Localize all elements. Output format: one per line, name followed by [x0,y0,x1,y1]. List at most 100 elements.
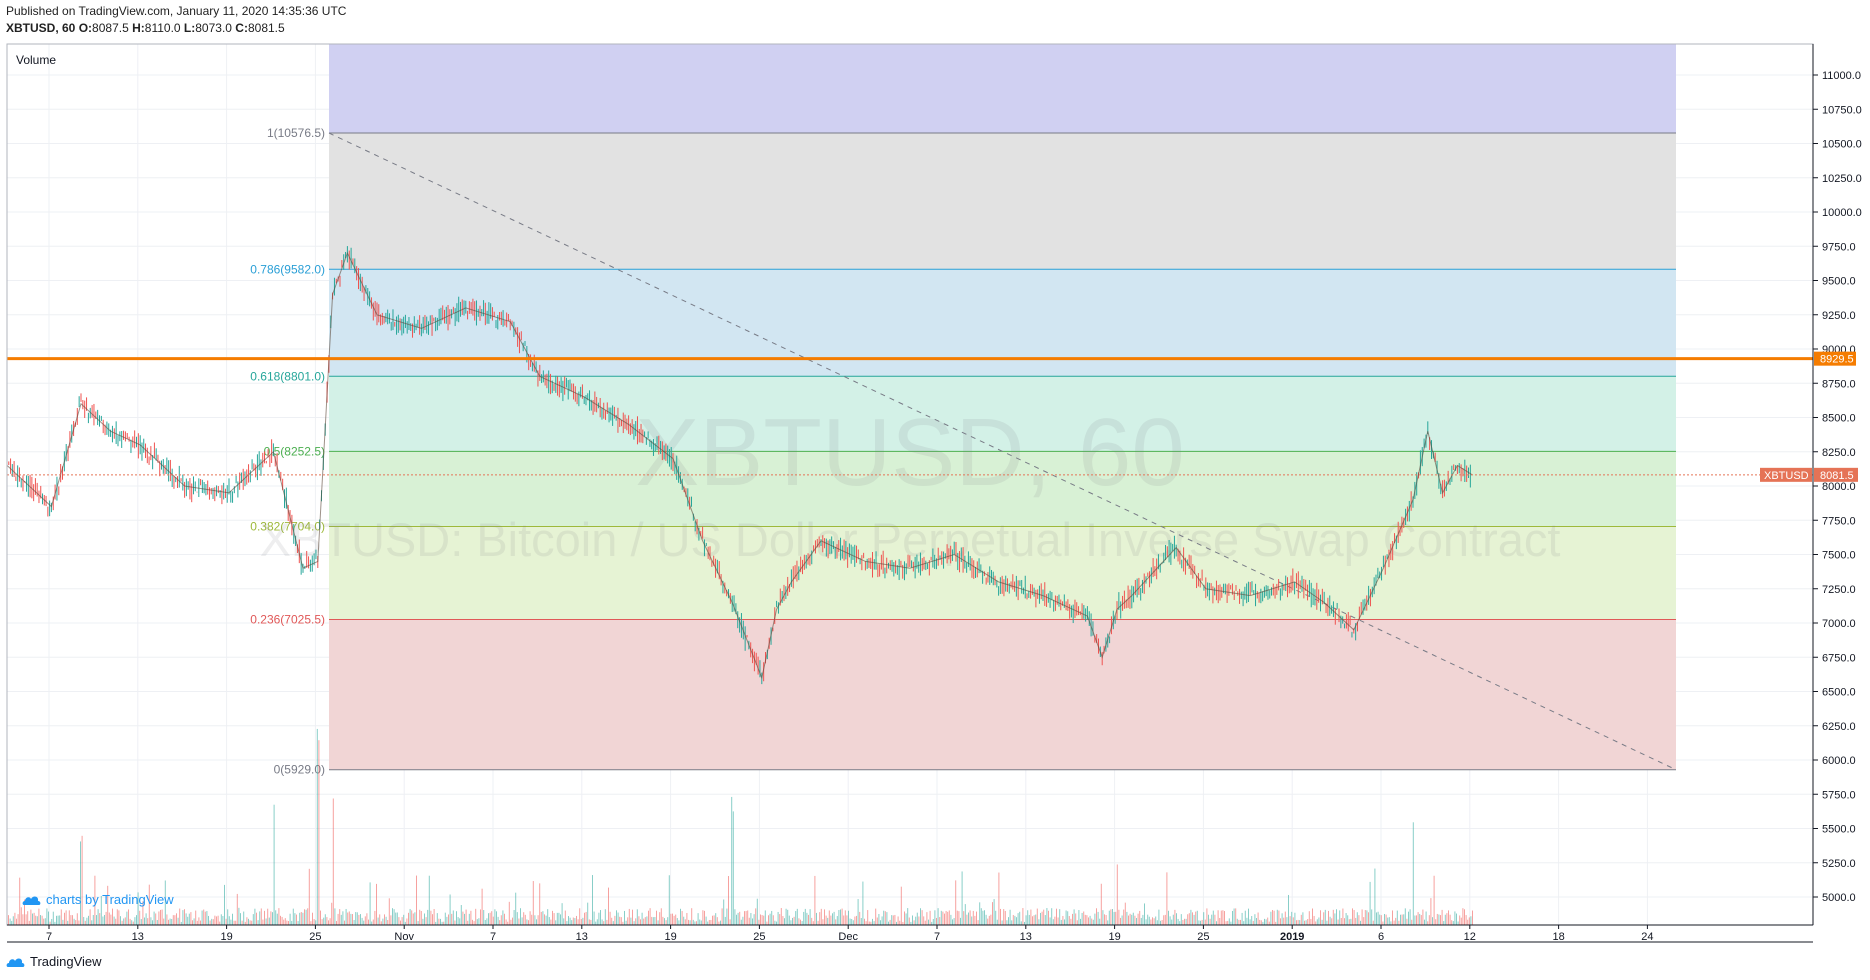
volume-bar [491,911,493,925]
volume-bar [492,916,494,925]
volume-bar [1280,918,1281,925]
volume-bar [891,915,893,925]
x-tick-label: 19 [664,931,676,943]
volume-bar [441,921,443,925]
volume-bar [979,902,981,925]
volume-bar [865,921,867,925]
volume-bar [1177,918,1179,925]
volume-bar [916,912,918,925]
volume-bar [11,920,13,925]
volume-bar [755,908,757,925]
volume-bar [1340,918,1342,925]
volume-bar [585,911,587,925]
volume-bar [1417,912,1419,925]
volume-bar [577,919,579,925]
fib-zone [329,619,1676,770]
volume-bar [33,912,35,925]
volume-bar [1208,914,1209,925]
volume-bar [115,918,117,925]
volume-bar [564,910,566,925]
volume-bar [632,909,633,925]
volume-bar [1332,909,1334,925]
volume-bar [392,908,393,925]
y-tick-label: 6000.0 [1822,755,1856,767]
volume-bar [1035,914,1037,925]
volume-bar [1449,914,1451,925]
volume-bar [793,916,795,925]
time-axis[interactable]: 7 13 19 25 Nov 7 13 19 25 Dec 7 13 19 25 2019 6 12 18 24 [46,925,1654,943]
volume-bar [108,912,110,925]
volume-bar [472,919,473,925]
volume-bar [688,919,689,925]
y-tick-label: 5000.0 [1822,892,1856,904]
volume-bar [800,919,801,925]
volume-bar [54,921,56,925]
volume-bar [724,916,726,925]
low-value: 8073.0 [195,21,232,35]
trend-line[interactable] [328,132,1677,771]
volume-bars [8,728,1473,925]
volume-bar [617,912,619,925]
volume-bar [1393,920,1395,925]
volume-bar [1321,919,1323,925]
volume-bar [94,875,96,925]
volume-bar [132,921,134,925]
volume-bar [1310,918,1312,925]
volume-bar [436,913,438,925]
volume-bar [1068,916,1070,925]
y-tick-label: 9250.0 [1822,310,1856,322]
volume-bar [782,916,784,925]
volume-bar [1256,918,1257,925]
volume-bar [932,918,934,925]
x-tick-label: 2019 [1280,931,1304,943]
volume-bar [990,914,992,925]
volume-bar [1078,910,1080,925]
volume-bar [715,913,717,925]
volume-bar [787,909,789,925]
volume-bar [980,908,982,925]
volume-bar [868,921,870,925]
volume-bar [1171,919,1173,925]
volume-bar [1212,910,1214,925]
price-axis[interactable]: 11000.0 10750.0 10500.0 10250.0 10000.0 9750.… [1760,70,1862,904]
volume-bar [308,868,310,925]
volume-bar [1054,916,1056,925]
volume-bar [944,913,945,925]
volume-bar [1372,920,1374,925]
volume-bar [40,915,41,925]
volume-bar [1152,917,1153,925]
volume-bar [371,921,373,925]
volume-bar [1100,883,1102,925]
low-label: L: [183,21,196,35]
volume-bar [1404,908,1406,925]
volume-bar [676,918,678,925]
charts-by-label: charts by TradingView [46,892,174,907]
volume-bar [428,875,430,925]
volume-bar [443,921,445,925]
volume-bar [190,912,192,925]
volume-bar [624,910,625,925]
volume-bar [92,915,94,925]
volume-bar [964,904,966,925]
charts-by-tradingview[interactable]: charts by TradingView [22,892,174,907]
volume-bar [377,917,379,925]
volume-bar [25,914,27,925]
volume-bar [168,919,169,925]
volume-bar [542,911,544,925]
volume-bar [1360,920,1361,925]
tradingview-footer-logo[interactable]: TradingView [6,954,102,969]
volume-bar [651,916,653,925]
volume-bar [1432,917,1433,925]
volume-bar [1251,916,1253,925]
volume-bar [1260,920,1262,925]
volume-bar [1387,917,1389,925]
volume-bar [902,921,904,925]
volume-bar [193,918,195,925]
volume-bar [150,917,152,925]
volume-bar [1361,909,1363,925]
volume-bar [1145,919,1147,925]
price-lines [7,357,1813,476]
volume-bar [603,921,605,925]
volume-bar [169,918,171,925]
